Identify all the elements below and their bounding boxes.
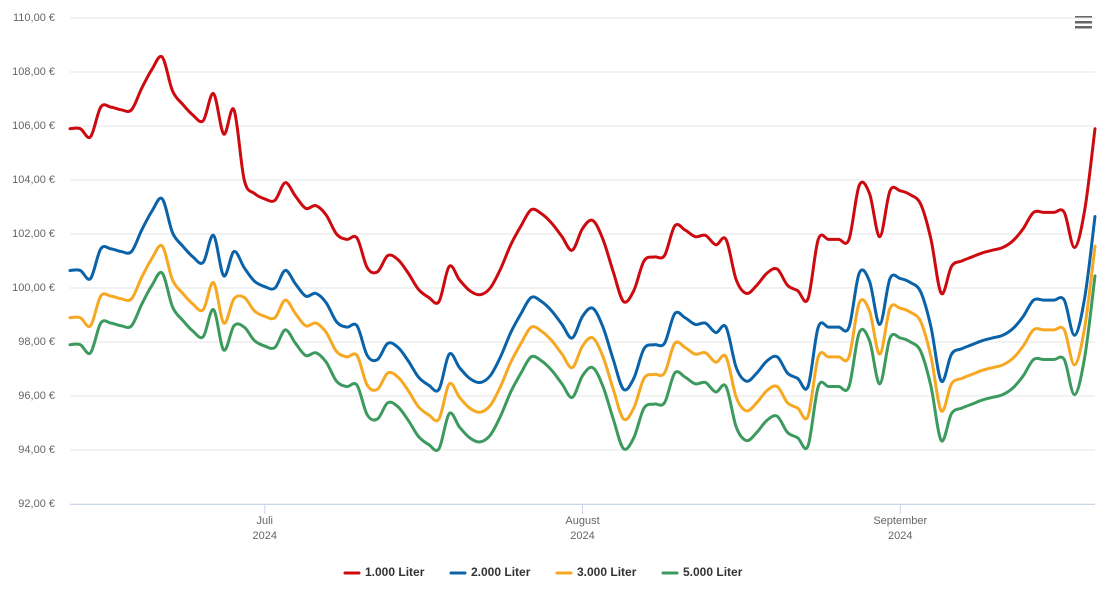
series-line: [68, 196, 1097, 393]
legend-item[interactable]: 5.000 Liter: [661, 565, 743, 579]
y-tick-label: 100,00 €: [12, 282, 55, 294]
series-line: [68, 270, 1097, 452]
legend-item[interactable]: 1.000 Liter: [343, 565, 425, 579]
series-line: [68, 54, 1097, 305]
y-tick-label: 94,00 €: [18, 444, 55, 456]
y-tick-label: 98,00 €: [18, 336, 55, 348]
y-tick-label: 96,00 €: [18, 390, 55, 402]
menu-bar: [1075, 16, 1092, 19]
legend-item[interactable]: 2.000 Liter: [449, 565, 531, 579]
y-tick-label: 92,00 €: [18, 498, 55, 510]
y-tick-label: 106,00 €: [12, 120, 55, 132]
legend-label: 2.000 Liter: [471, 565, 531, 579]
y-tick-label: 110,00 €: [13, 12, 55, 24]
menu-bar: [1075, 21, 1092, 24]
x-tick-label: August 2024: [565, 515, 600, 542]
menu-bar: [1075, 26, 1092, 29]
menu-icon[interactable]: [1075, 16, 1092, 29]
y-tick-label: 104,00 €: [12, 174, 55, 186]
y-tick-label: 102,00 €: [12, 228, 55, 240]
x-tick-label: September 2024: [873, 515, 928, 542]
legend-item[interactable]: 3.000 Liter: [555, 565, 637, 579]
series-line: [68, 243, 1097, 423]
x-tick-label: Juli 2024: [252, 515, 277, 542]
legend-label: 3.000 Liter: [577, 565, 637, 579]
legend-label: 1.000 Liter: [365, 565, 425, 579]
y-tick-label: 108,00 €: [12, 66, 55, 78]
legend-label: 5.000 Liter: [683, 565, 743, 579]
